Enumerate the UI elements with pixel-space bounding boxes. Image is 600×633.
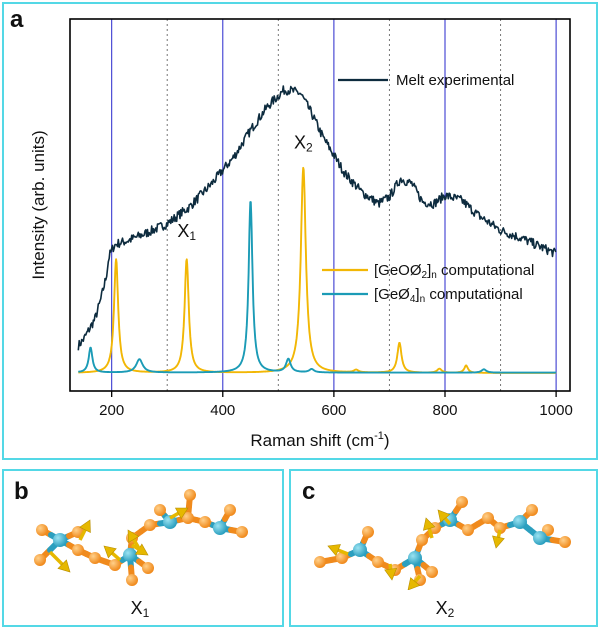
- oxygen-atom: [36, 524, 48, 536]
- displacement-arrow: [337, 548, 349, 556]
- displacement-arrow: [443, 517, 452, 526]
- x-axis-label: Raman shift (cm-1): [250, 430, 389, 450]
- displacement-arrowhead: [174, 507, 189, 520]
- oxygen-atom: [494, 522, 506, 534]
- y-axis-label: Intensity (arb. units): [29, 130, 48, 279]
- panel-b-label: b: [14, 478, 29, 505]
- oxygen-atom: [126, 574, 138, 586]
- panel-b-frame: [2, 469, 284, 627]
- caption-b: X1: [131, 598, 150, 620]
- germanium-atom: [123, 548, 137, 562]
- x-tick-label-600: 600: [321, 402, 346, 419]
- displacement-arrow: [496, 529, 502, 538]
- displacement-arrowhead: [57, 559, 71, 573]
- displacement-arrow: [413, 574, 422, 583]
- displacement-arrow: [111, 551, 122, 562]
- oxygen-atom: [89, 552, 101, 564]
- oxygen-atom: [314, 556, 326, 568]
- oxygen-atom: [144, 519, 156, 531]
- oxygen-atom: [199, 516, 211, 528]
- germanium-atom: [533, 531, 547, 545]
- germanium-atom: [213, 521, 227, 535]
- displacement-arrowhead: [423, 517, 436, 531]
- series-experimental: [77, 85, 557, 351]
- panel-a-frame: [2, 2, 598, 460]
- displacement-arrowhead: [384, 567, 398, 581]
- oxygen-atom: [462, 524, 474, 536]
- oxygen-atom: [236, 526, 248, 538]
- legend-computational: [GeOØ2]n computational [GeØ4]n computati…: [322, 262, 534, 305]
- oxygen-atom: [426, 566, 438, 578]
- germanium-atom: [513, 515, 527, 529]
- displacement-arrowhead: [327, 544, 341, 557]
- caption-c: X2: [436, 598, 455, 620]
- oxygen-atom: [142, 562, 154, 574]
- oxygen-atom: [336, 552, 348, 564]
- plot-border: [69, 18, 571, 392]
- structure-b: [34, 489, 248, 586]
- oxygen-atom: [224, 504, 236, 516]
- displacement-arrow: [132, 538, 142, 551]
- oxygen-atom: [182, 512, 194, 524]
- annotation-x1: X1: [177, 221, 196, 243]
- oxygen-atom: [482, 512, 494, 524]
- displacement-arrowhead: [103, 545, 117, 559]
- svg-text:X2: X2: [436, 598, 455, 620]
- raman-chart: 200 400 600 800 1000 X1 X2 Melt experimental…: [29, 18, 573, 450]
- panel-c-frame: [289, 469, 598, 627]
- legend-label-geo4: [GeØ4]n computational: [374, 286, 523, 305]
- legend-label-geo2: [GeOØ2]n computational: [374, 262, 534, 281]
- germanium-atom: [163, 515, 177, 529]
- series-layer: [77, 85, 557, 374]
- x-tick-label-1000: 1000: [539, 402, 572, 419]
- displacement-arrow: [169, 511, 180, 520]
- oxygen-atom: [362, 526, 374, 538]
- germanium-atom: [53, 533, 67, 547]
- oxygen-atom: [416, 534, 428, 546]
- series-geo4: [77, 201, 557, 374]
- grid-lines: [111, 19, 557, 391]
- oxygen-atom: [72, 544, 84, 556]
- germanium-atom: [408, 551, 422, 565]
- x-tick-label-200: 200: [99, 402, 124, 419]
- displacement-arrowhead: [407, 577, 421, 590]
- displacement-arrowhead: [437, 509, 451, 523]
- oxygen-atom: [559, 536, 571, 548]
- oxygen-atom: [184, 489, 196, 501]
- panel-a-label: a: [10, 6, 24, 33]
- x-tick-label-800: 800: [432, 402, 457, 419]
- oxygen-atom: [456, 496, 468, 508]
- legend-label-experimental: Melt experimental: [396, 72, 514, 89]
- oxygen-atom: [34, 554, 46, 566]
- displacement-arrow: [388, 563, 393, 570]
- displacement-arrowhead: [492, 535, 505, 549]
- svg-text:X1: X1: [131, 598, 150, 620]
- displacement-arrow: [427, 528, 434, 539]
- oxygen-atom: [542, 524, 554, 536]
- x-tick-label-400: 400: [210, 402, 235, 419]
- germanium-atom: [353, 543, 367, 557]
- displacement-arrowhead: [127, 529, 140, 544]
- displacement-arrow: [78, 529, 87, 541]
- x-axis-ticks: 200 400 600 800 1000: [99, 391, 573, 419]
- legend-experimental: Melt experimental: [338, 72, 514, 89]
- oxygen-atom: [526, 504, 538, 516]
- annotation-x2: X2: [294, 133, 313, 155]
- structure-c: [314, 496, 571, 590]
- oxygen-atom: [154, 504, 166, 516]
- panel-c-label: c: [302, 478, 316, 505]
- displacement-arrowhead: [79, 519, 91, 534]
- displacement-arrow: [48, 550, 64, 566]
- oxygen-atom: [109, 559, 121, 571]
- oxygen-atom: [372, 556, 384, 568]
